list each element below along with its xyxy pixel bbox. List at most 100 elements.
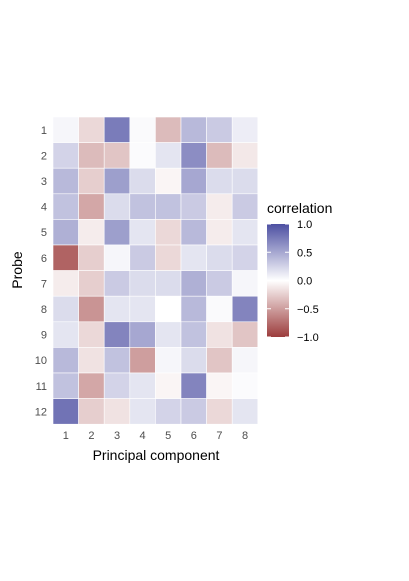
heatmap-cell bbox=[129, 167, 156, 195]
x-tick-label: 2 bbox=[88, 430, 94, 442]
heatmap-cell bbox=[103, 398, 131, 425]
heatmap-cell bbox=[103, 347, 131, 374]
x-tick-label: 3 bbox=[114, 430, 120, 442]
x-tick-label: 8 bbox=[242, 430, 248, 442]
heatmap-cell bbox=[103, 142, 131, 169]
heatmap-cell bbox=[52, 244, 79, 271]
heatmap-cell bbox=[155, 142, 182, 169]
heatmap-cell bbox=[155, 116, 182, 143]
heatmap-cell bbox=[231, 321, 259, 348]
heatmap-cell bbox=[103, 219, 131, 246]
heatmap-cell bbox=[180, 398, 207, 425]
heatmap-cell bbox=[52, 219, 79, 246]
heatmap-cell bbox=[231, 219, 259, 246]
y-tick-label: 7 bbox=[41, 278, 47, 290]
legend-colorbar bbox=[267, 224, 289, 337]
heatmap-cell bbox=[103, 321, 131, 348]
heatmap-cell bbox=[155, 321, 182, 348]
heatmap-cell bbox=[78, 116, 105, 143]
y-tick-label: 6 bbox=[41, 253, 47, 265]
heatmap-cell bbox=[155, 295, 182, 323]
heatmap-cell bbox=[129, 244, 156, 271]
x-tick-label: 1 bbox=[63, 430, 69, 442]
x-tick-label: 6 bbox=[191, 430, 197, 442]
x-tick-label: 7 bbox=[216, 430, 222, 442]
heatmap-cell bbox=[231, 116, 259, 143]
heatmap-cell bbox=[180, 193, 207, 220]
heatmap-cell bbox=[180, 116, 207, 143]
heatmap-cell bbox=[78, 398, 105, 425]
y-tick-label: 2 bbox=[41, 150, 47, 162]
y-tick-label: 11 bbox=[36, 381, 47, 393]
heatmap-cell bbox=[103, 193, 131, 220]
heatmap-cell bbox=[206, 193, 233, 220]
y-tick-label: 5 bbox=[41, 227, 47, 239]
heatmap-cell bbox=[206, 167, 233, 195]
heatmap-cell bbox=[129, 116, 156, 143]
legend-tick-label: −0.5 bbox=[297, 304, 319, 316]
heatmap-cell bbox=[78, 193, 105, 220]
y-tick-label: 4 bbox=[41, 202, 47, 214]
legend-tick-label: −1.0 bbox=[297, 332, 319, 344]
heatmap-cell bbox=[52, 295, 79, 323]
y-axis-title: Probe bbox=[9, 251, 25, 289]
heatmap-cell bbox=[231, 295, 259, 323]
heatmap-cell bbox=[155, 372, 182, 399]
heatmap-cell bbox=[180, 167, 207, 195]
heatmap-cell bbox=[206, 321, 233, 348]
heatmap-cell bbox=[78, 321, 105, 348]
heatmap-cell bbox=[52, 372, 79, 399]
heatmap-cell bbox=[129, 219, 156, 246]
heatmap-cell bbox=[231, 398, 259, 425]
heatmap-cell bbox=[78, 295, 105, 323]
heatmap-cell bbox=[155, 398, 182, 425]
heatmap-cell bbox=[78, 167, 105, 195]
heatmap-cell bbox=[78, 244, 105, 271]
heatmap-cell bbox=[78, 270, 105, 297]
heatmap-cell bbox=[206, 295, 233, 323]
heatmap-cell bbox=[52, 116, 79, 143]
heatmap-cell bbox=[180, 347, 207, 374]
y-tick-label: 1 bbox=[41, 125, 47, 137]
heatmap-cell bbox=[52, 347, 79, 374]
heatmap-cell bbox=[52, 167, 79, 195]
y-tick-label: 8 bbox=[41, 304, 47, 316]
heatmap-cell bbox=[129, 398, 156, 425]
y-tick-label: 12 bbox=[35, 406, 47, 418]
heatmap-cell bbox=[129, 295, 156, 323]
heatmap-cell bbox=[231, 270, 259, 297]
heatmap-cell bbox=[155, 270, 182, 297]
heatmap-cell bbox=[180, 372, 207, 399]
heatmap-cell bbox=[155, 244, 182, 271]
x-axis-title: Principal component bbox=[93, 447, 220, 463]
x-tick-labels: 1 2 3 4 5 6 7 8 bbox=[63, 430, 248, 442]
legend-tick-label: 0.5 bbox=[297, 247, 312, 259]
heatmap-cell bbox=[103, 244, 131, 271]
legend-tick-label: 0.0 bbox=[297, 276, 312, 288]
color-legend: correlation 1.0 0.5 0.0 −0.5 −1.0 bbox=[267, 200, 332, 344]
heatmap-cell bbox=[52, 193, 79, 220]
x-tick-label: 4 bbox=[140, 430, 146, 442]
heatmap-cell bbox=[206, 244, 233, 271]
heatmap-cell bbox=[180, 219, 207, 246]
heatmap-cell bbox=[206, 372, 233, 399]
legend-title: correlation bbox=[267, 200, 332, 216]
heatmap-cell bbox=[231, 372, 259, 399]
heatmap-cell bbox=[155, 167, 182, 195]
heatmap-cell bbox=[129, 270, 156, 297]
heatmap-cell bbox=[52, 270, 79, 297]
x-tick-label: 5 bbox=[165, 430, 171, 442]
y-tick-label: 9 bbox=[41, 330, 47, 342]
heatmap-cell bbox=[231, 244, 259, 271]
heatmap-cell bbox=[155, 193, 182, 220]
heatmap-cell bbox=[103, 372, 131, 399]
heatmap-cell bbox=[129, 193, 156, 220]
heatmap-cell bbox=[103, 167, 131, 195]
y-tick-label: 3 bbox=[41, 176, 47, 188]
heatmap-cell bbox=[129, 321, 156, 348]
heatmap-cell bbox=[155, 347, 182, 374]
heatmap-cell bbox=[180, 270, 207, 297]
heatmap-cell bbox=[180, 244, 207, 271]
heatmap-cell bbox=[129, 372, 156, 399]
